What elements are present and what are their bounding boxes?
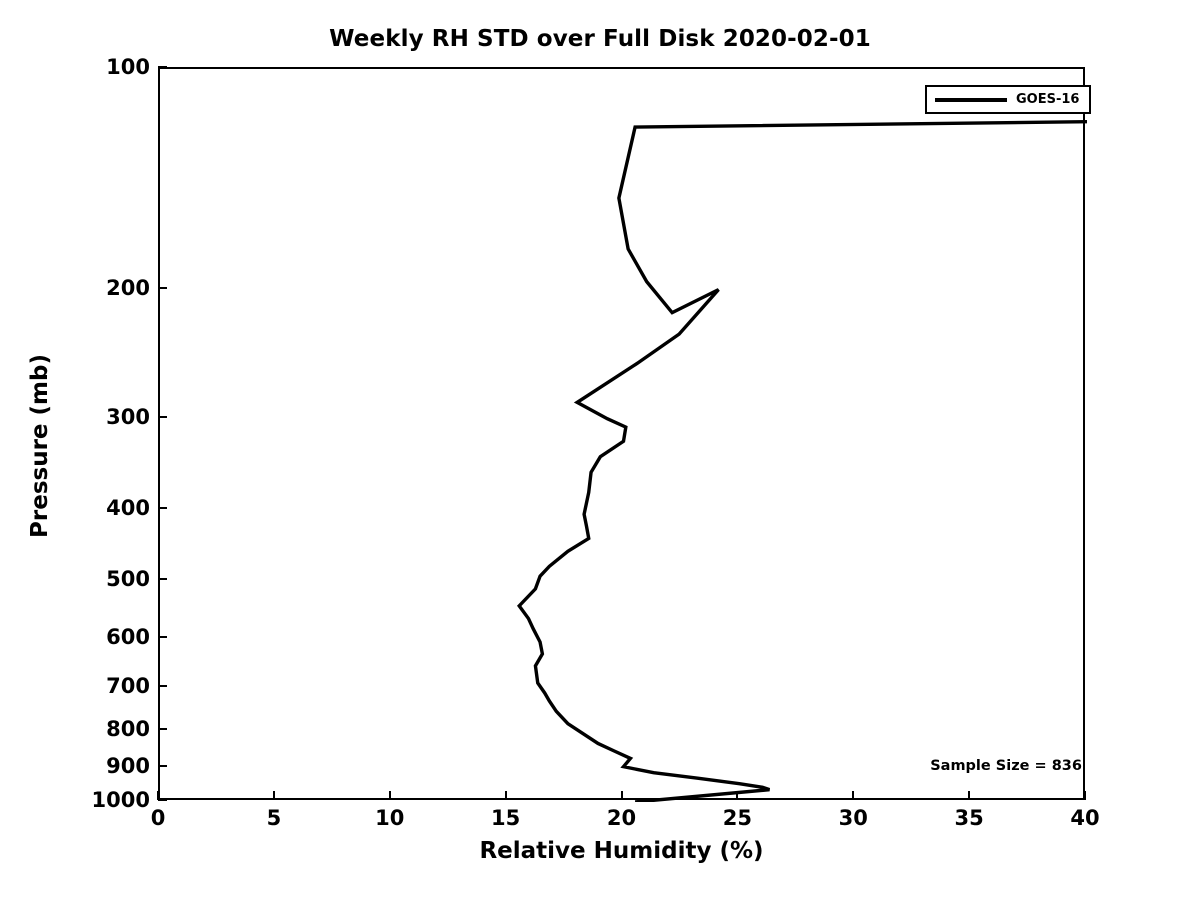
x-tick-label: 20 bbox=[606, 806, 637, 830]
legend-label-goes-16: GOES-16 bbox=[1016, 92, 1080, 107]
y-tick-label: 800 bbox=[106, 716, 150, 741]
x-tick-label: 10 bbox=[375, 806, 405, 830]
y-tick bbox=[158, 507, 167, 510]
y-tick bbox=[158, 685, 167, 688]
y-tick-label: 700 bbox=[106, 674, 150, 699]
x-tick-label: 35 bbox=[954, 806, 984, 830]
y-tick bbox=[158, 415, 167, 418]
y-tick-label: 400 bbox=[106, 496, 150, 521]
x-tick bbox=[504, 791, 507, 800]
y-tick-label: 200 bbox=[106, 275, 150, 300]
sample-size-annotation: Sample Size = 836 bbox=[930, 758, 1082, 774]
y-tick-label: 300 bbox=[106, 404, 150, 429]
y-tick bbox=[158, 286, 167, 289]
y-tick-label: 600 bbox=[106, 625, 150, 650]
x-tick bbox=[388, 791, 391, 800]
x-tick-label: 0 bbox=[150, 806, 166, 830]
y-tick bbox=[158, 727, 167, 730]
x-tick bbox=[852, 791, 855, 800]
x-tick bbox=[620, 791, 623, 800]
x-tick bbox=[1084, 791, 1086, 800]
x-tick-label: 40 bbox=[1070, 806, 1100, 830]
y-tick-label: 100 bbox=[106, 55, 150, 79]
y-tick bbox=[158, 636, 167, 639]
data-line-goes-16 bbox=[516, 119, 1087, 802]
legend[interactable]: GOES-16 bbox=[925, 85, 1092, 114]
plot-area bbox=[158, 67, 1087, 802]
plot-svg bbox=[516, 119, 1087, 802]
x-axis-label: Relative Humidity (%) bbox=[479, 838, 764, 864]
y-tick bbox=[158, 578, 167, 581]
x-tick-label: 5 bbox=[266, 806, 282, 830]
x-tick bbox=[157, 791, 159, 800]
x-tick bbox=[968, 791, 971, 800]
legend-swatch-goes-16 bbox=[935, 97, 1007, 102]
y-tick bbox=[158, 799, 167, 801]
y-tick bbox=[158, 66, 167, 68]
x-tick bbox=[272, 791, 275, 800]
y-tick-label: 500 bbox=[106, 567, 150, 592]
x-tick-label: 15 bbox=[491, 806, 521, 830]
y-axis-label: Pressure (mb) bbox=[27, 354, 53, 538]
x-tick bbox=[736, 791, 739, 800]
y-tick-label: 900 bbox=[106, 754, 150, 779]
x-tick-label: 30 bbox=[838, 806, 868, 830]
y-tick-label: 1000 bbox=[91, 788, 150, 812]
chart-title: Weekly RH STD over Full Disk 2020-02-01 bbox=[329, 26, 871, 52]
y-tick bbox=[158, 765, 167, 768]
x-tick-label: 25 bbox=[722, 806, 752, 830]
